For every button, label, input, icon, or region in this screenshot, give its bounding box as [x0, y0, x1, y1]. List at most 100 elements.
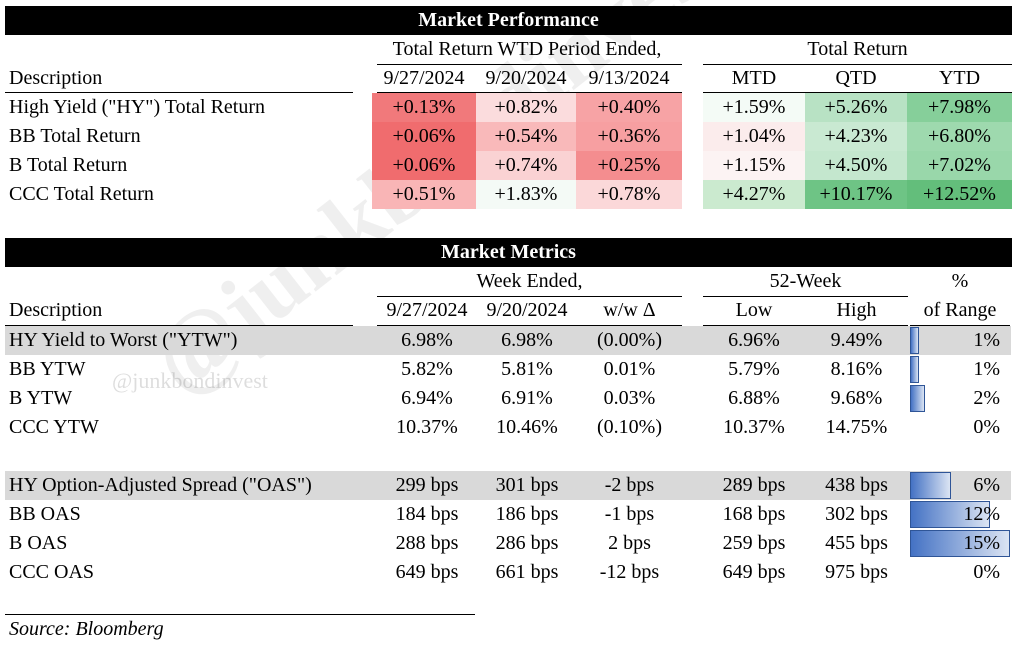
metrics-row-label: HY Yield to Worst ("YTW") [9, 329, 238, 351]
metrics-cell: -12 bps [599, 561, 660, 583]
perf-cell: +0.13% [372, 93, 476, 122]
metrics-row-label: CCC OAS [9, 561, 95, 583]
metrics-cell: (0.00%) [597, 329, 662, 351]
metrics-cell: 975 bps [825, 561, 888, 583]
perf-cell: +12.52% [907, 180, 1012, 209]
metrics-cell: 661 bps [495, 561, 559, 583]
metrics-row-label: BB YTW [9, 358, 86, 380]
group-header-percent: % [951, 270, 969, 292]
metrics-col-header: Low [735, 299, 773, 321]
metrics-cell: 259 bps [722, 532, 786, 554]
perf-cell: +0.40% [576, 93, 682, 122]
metrics-row-label: B OAS [9, 532, 68, 554]
metrics-cell: 14.75% [825, 416, 888, 438]
metrics-cell: (0.10%) [597, 416, 662, 438]
range-bar [910, 530, 1010, 557]
metrics-cell: 0% [973, 416, 1000, 438]
perf-cell: +1.83% [476, 180, 576, 209]
perf-cell: +1.59% [703, 93, 805, 122]
metrics-cell: 9.68% [830, 387, 883, 409]
metrics-cell: 184 bps [395, 503, 459, 525]
metrics-cell: 10.46% [496, 416, 558, 438]
perf-cell: +7.02% [907, 151, 1012, 180]
metrics-cell: 5.79% [728, 358, 780, 380]
group-header-total-return: Total Return [807, 38, 908, 60]
perf-cell: +0.82% [476, 93, 576, 122]
metrics-cell: 455 bps [825, 532, 888, 554]
metrics-cell: 168 bps [722, 503, 786, 525]
perf-col-header: QTD [835, 67, 877, 89]
perf-col-header: 9/27/2024 [383, 67, 465, 89]
range-bar [910, 356, 919, 383]
metrics-cell: 299 bps [395, 474, 459, 496]
metrics-row-label: BB OAS [9, 503, 81, 525]
metrics-cell: 10.37% [396, 416, 458, 438]
group-header-week-ended: Week Ended, [476, 270, 583, 292]
group-header-wtd: Total Return WTD Period Ended, [392, 38, 662, 60]
metrics-cell: 12% [963, 503, 1000, 525]
metrics-cell: 649 bps [395, 561, 459, 583]
metrics-desc-header: Description [9, 299, 103, 321]
metrics-row-label: CCC YTW [9, 416, 99, 438]
market-performance-title: Market Performance [5, 6, 1012, 35]
metrics-cell: 5.81% [501, 358, 553, 380]
row-shading [5, 326, 1011, 355]
metrics-cell: 6.88% [728, 387, 780, 409]
perf-cell: +4.23% [805, 122, 907, 151]
metrics-cell: 286 bps [495, 532, 559, 554]
perf-col-header: 9/13/2024 [588, 67, 670, 89]
perf-cell: +0.78% [576, 180, 682, 209]
metrics-cell: 0% [973, 561, 1000, 583]
perf-cell: +0.06% [372, 151, 476, 180]
perf-cell: +0.25% [576, 151, 682, 180]
range-bar [910, 327, 919, 354]
metrics-col-header: 9/20/2024 [486, 299, 568, 321]
metrics-cell: 6% [973, 474, 1000, 496]
metrics-cell: 649 bps [722, 561, 786, 583]
metrics-cell: -1 bps [604, 503, 655, 525]
metrics-cell: 301 bps [495, 474, 559, 496]
perf-row-label: B Total Return [9, 154, 128, 176]
metrics-cell: 6.94% [401, 387, 453, 409]
metrics-cell: 186 bps [495, 503, 559, 525]
perf-cell: +0.06% [372, 122, 476, 151]
perf-cell: +7.98% [907, 93, 1012, 122]
group-header-52-week: 52-Week [769, 270, 842, 292]
metrics-col-header: 9/27/2024 [386, 299, 468, 321]
perf-cell: +1.15% [703, 151, 805, 180]
market-metrics-title: Market Metrics [5, 238, 1012, 267]
perf-desc-header: Description [9, 67, 103, 89]
metrics-cell: 288 bps [395, 532, 459, 554]
metrics-cell: 9.49% [830, 329, 883, 351]
metrics-cell: -2 bps [604, 474, 655, 496]
metrics-cell: 5.82% [401, 358, 453, 380]
metrics-cell: 0.01% [603, 358, 656, 380]
perf-cell: +5.26% [805, 93, 907, 122]
metrics-col-header: High [836, 299, 877, 321]
metrics-cell: 6.91% [501, 387, 553, 409]
perf-cell: +0.51% [372, 180, 476, 209]
metrics-cell: 302 bps [825, 503, 888, 525]
watermark-small: @junkbondinvest [112, 368, 268, 393]
metrics-cell: 0.03% [603, 387, 656, 409]
perf-cell: +10.17% [805, 180, 907, 209]
perf-col-header: MTD [731, 67, 777, 89]
metrics-row-label: B YTW [9, 387, 73, 409]
perf-col-header: 9/20/2024 [485, 67, 567, 89]
perf-cell: +0.36% [576, 122, 682, 151]
metrics-cell: 1% [973, 358, 1000, 380]
perf-row-label: BB Total Return [9, 125, 141, 147]
metrics-row-label: HY Option-Adjusted Spread ("OAS") [9, 474, 312, 496]
metrics-cell: 8.16% [830, 358, 883, 380]
metrics-cell: 6.98% [501, 329, 553, 351]
source-note: Source: Bloomberg [9, 618, 164, 640]
range-bar [910, 472, 951, 499]
range-bar [910, 501, 990, 528]
metrics-cell: 1% [973, 329, 1000, 351]
row-shading [5, 471, 1011, 500]
range-bar [910, 385, 925, 412]
metrics-cell: 438 bps [825, 474, 888, 496]
perf-row-label: High Yield ("HY") Total Return [9, 96, 266, 118]
perf-cell: +0.54% [476, 122, 576, 151]
perf-cell: +0.74% [476, 151, 576, 180]
